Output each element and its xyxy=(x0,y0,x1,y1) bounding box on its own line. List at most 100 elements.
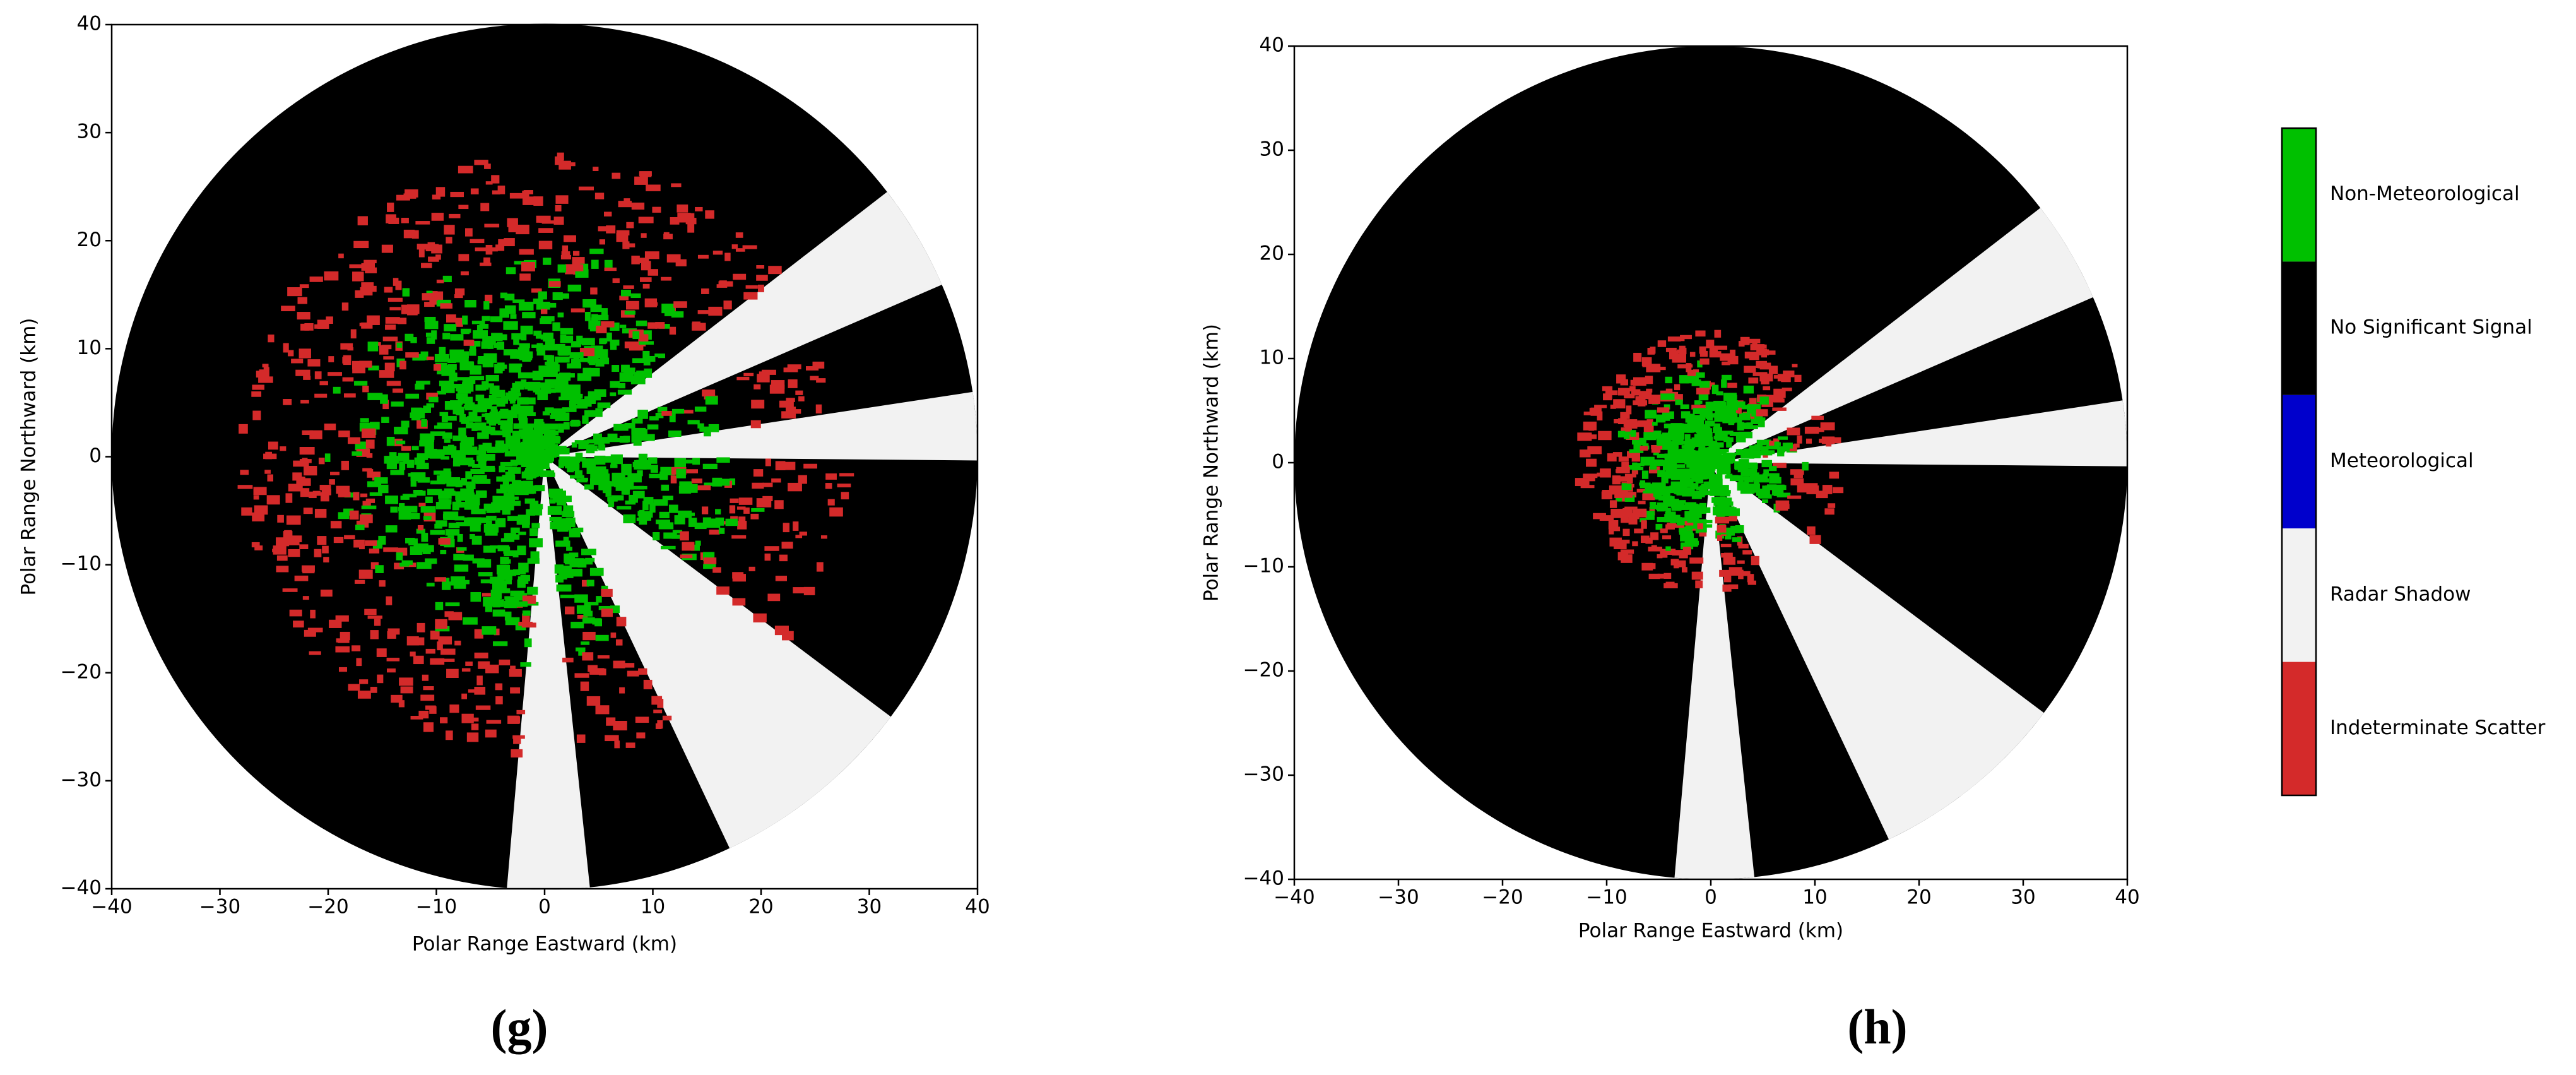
scatter-cell xyxy=(1699,358,1710,365)
scatter-cell xyxy=(268,441,278,450)
scatter-cell xyxy=(1633,441,1641,451)
scatter-cell xyxy=(240,470,249,475)
scatter-cell xyxy=(1741,476,1750,480)
scatter-cell xyxy=(687,420,700,425)
scatter-cell xyxy=(500,538,515,542)
scatter-cell xyxy=(1599,515,1614,521)
scatter-cell xyxy=(1699,485,1714,489)
scatter-cell xyxy=(461,713,474,723)
scatter-cell xyxy=(742,245,757,249)
scatter-cell xyxy=(668,431,682,437)
scatter-cell xyxy=(1697,431,1711,441)
scatter-cell xyxy=(557,264,567,273)
scatter-cell xyxy=(464,300,476,308)
scatter-cell xyxy=(349,264,363,269)
scatter-cell xyxy=(1672,550,1685,556)
scatter-cell xyxy=(666,254,681,263)
scatter-cell xyxy=(390,506,398,513)
scatter-cell xyxy=(1708,474,1723,483)
y-tick-label: −10 xyxy=(61,552,102,575)
scatter-cell xyxy=(653,532,660,541)
scatter-cell xyxy=(444,324,457,331)
scatter-cell xyxy=(1629,386,1636,392)
scatter-cell xyxy=(328,356,334,362)
scatter-cell xyxy=(637,511,651,516)
scatter-cell xyxy=(1651,545,1657,550)
shadow-wedge xyxy=(1711,400,2127,466)
scatter-cell xyxy=(299,284,309,288)
scatter-cell xyxy=(751,508,765,512)
scatter-cell xyxy=(523,196,536,205)
scatter-cell xyxy=(1630,379,1642,386)
scatter-cell xyxy=(1761,460,1773,468)
scatter-cell xyxy=(429,706,437,714)
scatter-cell xyxy=(450,334,464,341)
scatter-cell xyxy=(500,408,509,414)
scatter-cell xyxy=(1624,506,1638,510)
scatter-cell xyxy=(417,409,425,419)
y-tick-label: −30 xyxy=(1243,763,1284,786)
scatter-cell xyxy=(561,569,567,580)
scatter-cell xyxy=(511,601,519,605)
scatter-cell xyxy=(1601,491,1612,499)
scatter-cell xyxy=(322,545,329,554)
scatter-cell xyxy=(1740,336,1750,345)
scatter-cell xyxy=(493,414,500,424)
scatter-cell xyxy=(1778,436,1788,440)
scatter-cell xyxy=(564,560,579,565)
scatter-cell xyxy=(456,498,462,504)
scatter-cell xyxy=(584,602,599,606)
scatter-cell xyxy=(398,511,411,520)
scatter-cell xyxy=(1666,549,1676,555)
scatter-cell xyxy=(1747,463,1753,469)
scatter-cell xyxy=(1657,453,1666,458)
scatter-cell xyxy=(607,433,618,442)
scatter-cell xyxy=(841,492,849,500)
x-tick-label: −20 xyxy=(307,896,348,918)
scatter-cell xyxy=(631,202,645,210)
scatter-cell xyxy=(511,527,520,533)
scatter-cell xyxy=(1656,504,1668,511)
scatter-cell xyxy=(460,328,471,333)
scatter-cell xyxy=(1746,408,1754,414)
scatter-cell xyxy=(314,393,328,398)
scatter-cell xyxy=(352,367,366,374)
scatter-cell xyxy=(273,545,287,555)
scatter-cell xyxy=(648,457,658,464)
scatter-cell xyxy=(557,312,564,318)
scatter-cell xyxy=(514,490,529,496)
scatter-cell xyxy=(730,478,736,485)
scatter-cell xyxy=(555,195,569,204)
scatter-cell xyxy=(635,716,649,723)
scatter-cell xyxy=(595,705,610,715)
scatter-cell xyxy=(595,634,609,641)
scatter-cell xyxy=(703,427,711,437)
scatter-cell xyxy=(390,470,405,475)
scatter-cell xyxy=(1622,508,1633,514)
scatter-cell xyxy=(558,423,564,433)
scatter-cell xyxy=(338,491,351,497)
scatter-cell xyxy=(670,217,680,225)
scatter-cell xyxy=(340,343,353,350)
scatter-cell xyxy=(1624,422,1638,429)
scatter-cell xyxy=(1758,489,1770,499)
scatter-cell xyxy=(499,465,505,473)
scatter-cell xyxy=(401,218,409,223)
radar-disc xyxy=(1294,46,2127,879)
scatter-cell xyxy=(1650,502,1657,509)
scatter-cell xyxy=(1609,500,1617,508)
scatter-cell xyxy=(482,593,492,597)
scatter-cell xyxy=(1775,500,1790,506)
scatter-cell xyxy=(557,498,567,506)
scatter-cell xyxy=(1663,583,1678,588)
scatter-cell xyxy=(803,463,817,469)
scatter-cell xyxy=(582,415,589,424)
scatter-cell xyxy=(434,523,442,529)
scatter-cell xyxy=(353,492,360,501)
scatter-cell xyxy=(524,638,532,648)
scatter-cell xyxy=(438,538,451,545)
scatter-cell xyxy=(1730,349,1736,357)
scatter-cell xyxy=(632,331,640,340)
scatter-cell xyxy=(643,355,656,362)
scatter-cell xyxy=(597,402,611,408)
